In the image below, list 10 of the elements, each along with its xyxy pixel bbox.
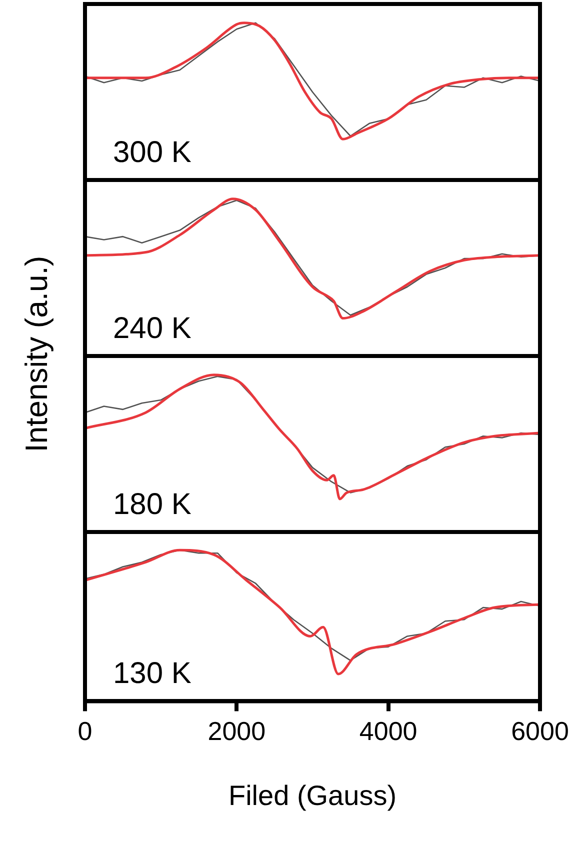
x-tick-label: 4000	[359, 716, 418, 746]
x-axis-title: Filed (Gauss)	[228, 780, 397, 811]
x-tick-label: 6000	[511, 716, 569, 746]
x-tick-label: 2000	[208, 716, 266, 746]
y-axis-title: Intensity (a.u.)	[19, 256, 55, 452]
annotation: 130 K	[113, 657, 192, 690]
annotation: 180 K	[113, 488, 192, 521]
annotation: 240 K	[113, 312, 192, 345]
x-tick-label: 0	[78, 716, 92, 746]
annotation: 300 K	[113, 136, 192, 169]
